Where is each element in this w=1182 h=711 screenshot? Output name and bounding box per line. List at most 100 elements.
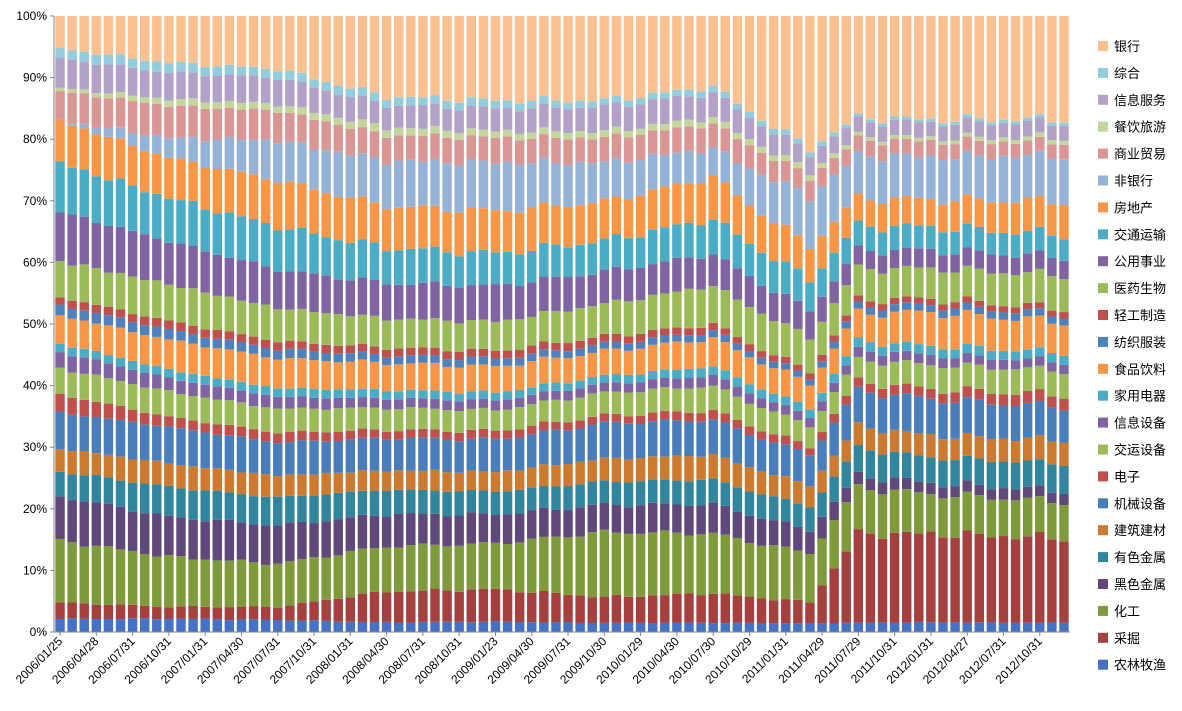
bar-segment-series-3-50 — [660, 503, 670, 531]
bar-segment-series-23-36 — [490, 16, 501, 101]
bar-segment-series-16-22 — [321, 237, 331, 276]
bar-segment-series-18-2 — [79, 123, 89, 129]
bar-segment-series-4-36 — [490, 491, 501, 515]
bar-segment-series-20-80 — [1022, 136, 1033, 141]
bar-segment-series-18-45 — [599, 161, 610, 199]
bar-segment-series-5-55 — [720, 457, 730, 483]
bar-segment-series-3-34 — [466, 512, 476, 544]
bar-segment-series-16-33 — [454, 256, 464, 289]
bar-segment-series-0-39 — [527, 622, 537, 632]
bar-segment-series-15-50 — [660, 261, 670, 294]
bar-segment-series-16-78 — [998, 232, 1009, 256]
bar-segment-series-23-49 — [648, 16, 658, 93]
legend-swatch-series-7 — [1098, 471, 1108, 482]
bar-segment-series-20-53 — [696, 122, 706, 129]
bar-segment-series-16-64 — [829, 252, 839, 282]
bar-segment-series-14-54 — [708, 286, 718, 323]
bar-segment-series-18-18 — [273, 143, 283, 183]
bar-segment-series-19-80 — [1022, 140, 1033, 155]
bar-segment-series-22-30 — [418, 97, 428, 106]
bar-segment-series-8-7 — [140, 387, 150, 413]
legend-label-series-16: 交通运输 — [1114, 227, 1166, 243]
bar-segment-series-9-77 — [986, 359, 997, 370]
bar-segment-series-2-80 — [1022, 497, 1033, 537]
bar-segment-series-1-12 — [200, 606, 210, 619]
bar-segment-series-11-1 — [67, 318, 77, 348]
bar-segment-series-14-47 — [623, 301, 634, 337]
bar-segment-series-7-71 — [914, 386, 924, 396]
bar-segment-series-23-66 — [853, 16, 864, 114]
bar-segment-series-2-77 — [986, 499, 997, 538]
bar-segment-series-13-15 — [236, 334, 247, 342]
bar-segment-series-3-56 — [732, 511, 743, 538]
bar-segment-series-11-11 — [188, 343, 198, 374]
bar-segment-series-17-80 — [1022, 197, 1033, 231]
bar-segment-series-3-71 — [914, 481, 924, 493]
bar-segment-series-14-46 — [611, 299, 622, 334]
bar-segment-series-16-15 — [236, 216, 247, 261]
bar-segment-series-21-69 — [889, 119, 900, 135]
bar-segment-series-10-37 — [502, 391, 513, 400]
bar-segment-series-23-38 — [514, 16, 525, 104]
bar-segment-series-16-79 — [1010, 234, 1021, 258]
bar-segment-series-5-68 — [877, 433, 888, 455]
bar-segment-series-10-41 — [551, 382, 561, 391]
bar-segment-series-23-50 — [660, 16, 670, 93]
bar-segment-series-17-74 — [950, 201, 960, 232]
bar-segment-series-16-4 — [103, 180, 114, 226]
bar-segment-series-23-9 — [164, 16, 174, 64]
bar-segment-series-14-30 — [418, 319, 428, 348]
bar-segment-series-22-70 — [902, 116, 912, 120]
bar-segment-series-1-66 — [853, 529, 864, 623]
bar-segment-series-14-45 — [599, 303, 610, 334]
bar-segment-series-21-10 — [176, 71, 186, 100]
bar-segment-series-17-42 — [563, 206, 573, 248]
bar-segment-series-8-58 — [756, 408, 767, 432]
bar-segment-series-19-21 — [309, 119, 319, 150]
bar-segment-series-21-22 — [321, 90, 331, 115]
bar-segment-series-2-63 — [817, 538, 827, 586]
bar-segment-series-19-23 — [333, 125, 343, 152]
bar-segment-series-2-42 — [563, 537, 573, 595]
bar-segment-series-17-29 — [406, 206, 416, 249]
bar-segment-series-3-82 — [1047, 492, 1057, 504]
bar-segment-series-22-73 — [938, 123, 948, 127]
bar-segment-series-10-10 — [176, 372, 186, 381]
bar-segment-series-11-59 — [768, 368, 779, 394]
bar-segment-series-22-9 — [164, 63, 174, 74]
bar-segment-series-11-27 — [381, 365, 392, 392]
bar-segment-series-10-28 — [394, 391, 404, 400]
bar-segment-series-16-30 — [418, 248, 428, 283]
bar-segment-series-8-72 — [926, 365, 936, 390]
bar-segment-series-7-76 — [974, 388, 984, 400]
bar-segment-series-23-37 — [502, 16, 513, 101]
bar-segment-series-7-80 — [1022, 391, 1033, 403]
bar-segment-series-19-61 — [793, 168, 803, 189]
bar-segment-series-0-67 — [865, 622, 876, 632]
bar-segment-series-15-38 — [514, 286, 525, 320]
bar-segment-series-23-29 — [406, 16, 416, 97]
bar-segment-series-22-7 — [140, 60, 150, 71]
bar-segment-series-12-3 — [91, 312, 102, 324]
bar-segment-series-5-7 — [140, 459, 150, 484]
bar-segment-series-17-37 — [502, 211, 513, 252]
bar-segment-series-23-52 — [684, 16, 694, 90]
bar-segment-series-5-73 — [938, 439, 948, 461]
bar-segment-series-8-71 — [914, 363, 924, 387]
bar-segment-series-20-3 — [91, 93, 102, 98]
bar-segment-series-19-1 — [67, 92, 77, 124]
bar-segment-series-14-60 — [781, 323, 791, 357]
bar-segment-series-22-67 — [865, 119, 876, 123]
bar-segment-series-12-62 — [805, 379, 815, 386]
bar-segment-series-16-59 — [768, 261, 779, 293]
bar-segment-series-18-34 — [466, 158, 476, 208]
bar-segment-series-8-0 — [55, 367, 65, 394]
bar-segment-series-23-61 — [793, 16, 803, 139]
bar-segment-series-3-61 — [793, 526, 803, 551]
bar-segment-series-4-67 — [865, 450, 876, 479]
bar-segment-series-10-46 — [611, 374, 622, 383]
bar-segment-series-22-75 — [962, 114, 972, 118]
bar-segment-series-18-32 — [442, 163, 452, 212]
bar-segment-series-1-81 — [1035, 532, 1045, 623]
bar-segment-series-11-42 — [563, 358, 573, 384]
